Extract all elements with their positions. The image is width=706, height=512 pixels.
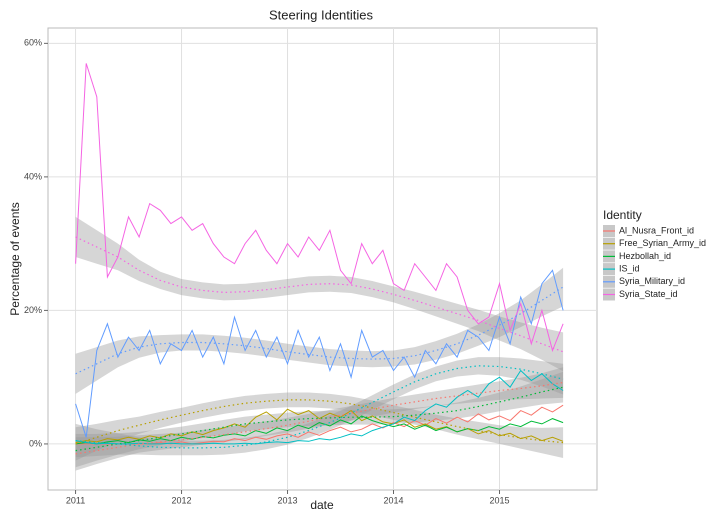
data-line	[75, 415, 564, 445]
x-tick-label: 2014	[383, 495, 403, 505]
legend-label: Hezbollah_id	[619, 251, 671, 261]
x-tick-label: 2012	[172, 495, 192, 505]
legend-label: Syria_State_id	[619, 289, 678, 299]
confidence-band	[75, 371, 564, 468]
smooth-line	[75, 286, 564, 375]
y-tick-label: 0%	[29, 438, 42, 448]
smooth-line	[75, 236, 564, 353]
legend-label: Syria_Military_id	[619, 276, 685, 286]
chart-title: Steering Identities	[269, 7, 374, 22]
confidence-band	[75, 392, 564, 461]
x-tick-label: 2015	[489, 495, 509, 505]
data-line	[75, 269, 564, 438]
x-tick-label: 2013	[278, 495, 298, 505]
confidence-band	[75, 267, 564, 394]
y-tick-label: 40%	[24, 171, 42, 181]
smooth-line	[75, 386, 564, 452]
confidence-band	[75, 357, 564, 458]
data-line	[75, 408, 564, 444]
legend-label: Al_Nusra_Front_id	[619, 225, 694, 235]
y-axis-title: Percentage of events	[8, 202, 22, 315]
legend-label: Free_Syrian_Army_id	[619, 238, 706, 248]
data-line	[75, 404, 564, 445]
smooth-line	[75, 365, 564, 449]
smooth-line	[75, 399, 564, 445]
x-tick-label: 2011	[66, 495, 85, 505]
legend-title: Identity	[603, 208, 642, 222]
smooth-line	[75, 381, 564, 455]
legend-label: IS_id	[619, 263, 640, 273]
x-axis-title: date	[310, 498, 334, 512]
plot-area	[75, 63, 564, 471]
y-tick-label: 20%	[24, 305, 42, 315]
panel	[47, 27, 598, 491]
y-tick-label: 60%	[24, 38, 42, 48]
